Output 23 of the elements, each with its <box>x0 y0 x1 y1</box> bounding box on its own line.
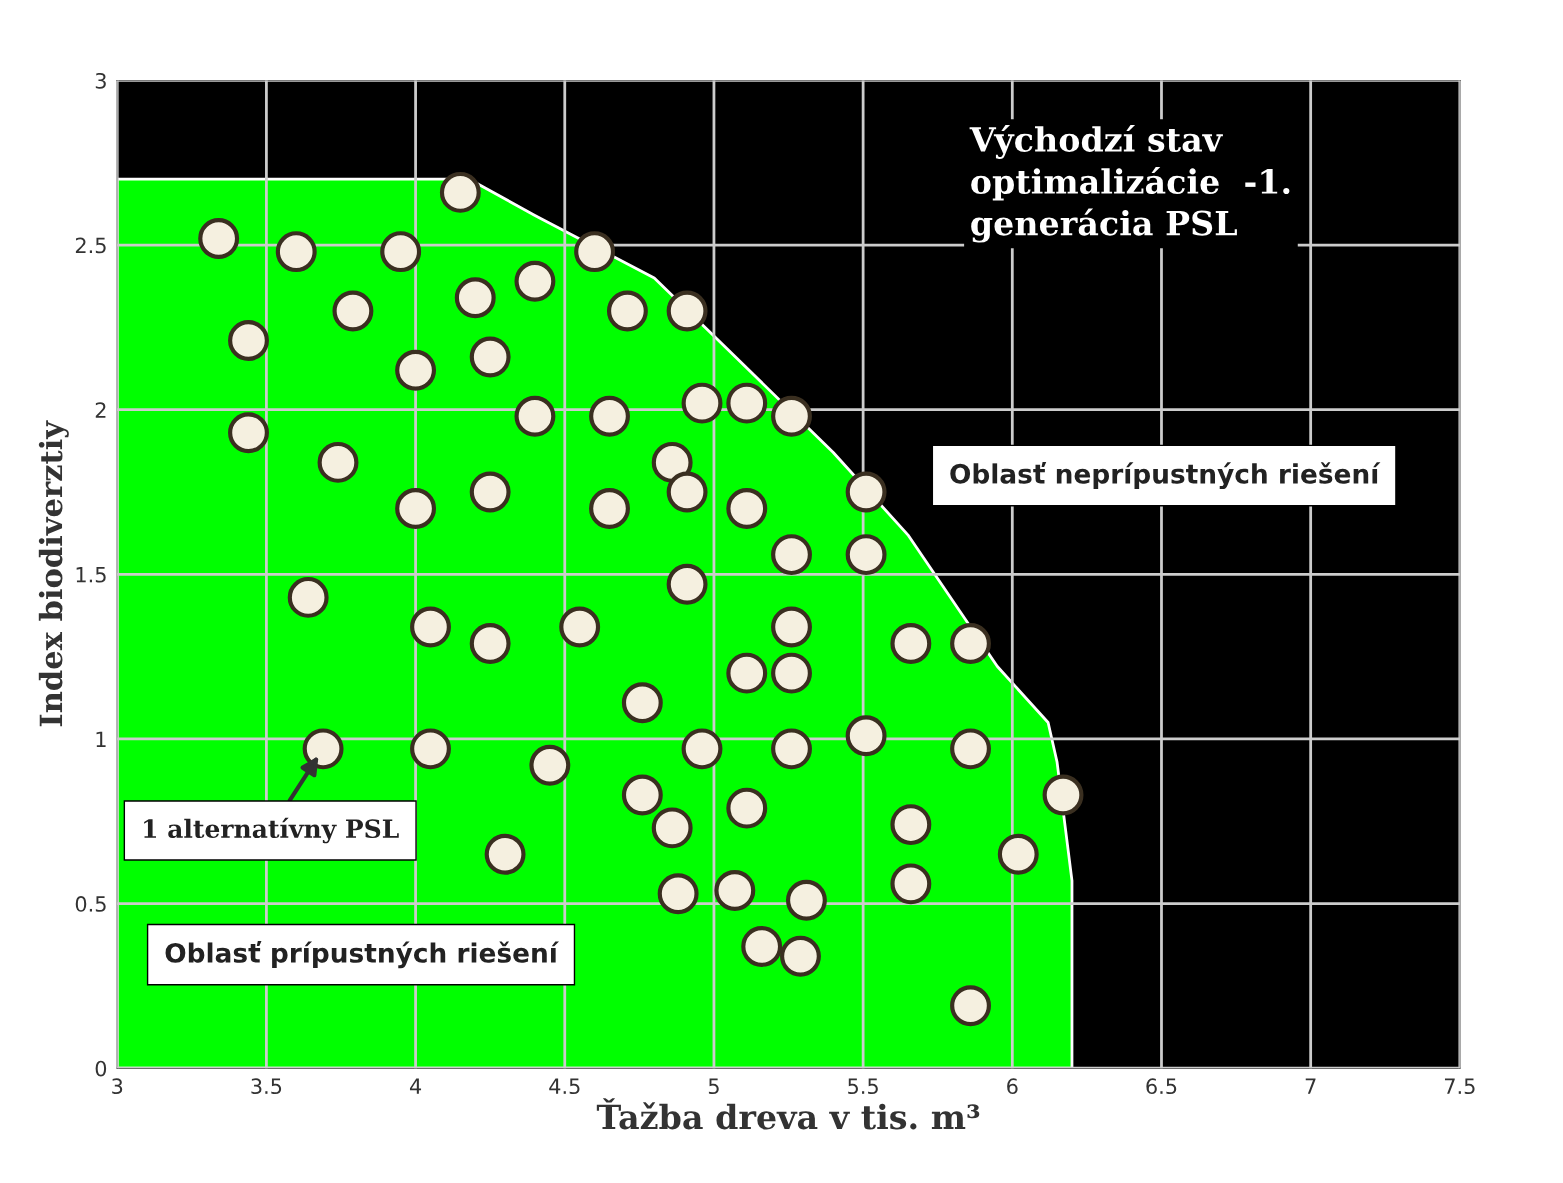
y-tick-label: 1.5 <box>76 567 106 583</box>
x-tick-label: 5.5 <box>848 1078 878 1095</box>
x-tick-label: 6 <box>1007 1078 1018 1095</box>
x-tick-label: 7.5 <box>1444 1078 1475 1095</box>
x-tick-label: 7 <box>1305 1078 1316 1094</box>
x-tick-label: 3.5 <box>251 1078 282 1095</box>
x-tick-label: 5 <box>708 1078 719 1095</box>
y-tick-label: 2 <box>95 402 106 418</box>
y-tick-label: 1 <box>96 731 106 747</box>
annotation: 1 alternatívny PSL <box>144 817 399 844</box>
text: Východzí stav optimalizácie -1. generácia PSL <box>969 124 1290 243</box>
y-tick-label: 0.5 <box>75 896 106 912</box>
y-tick-label: 2.5 <box>75 237 106 254</box>
annotation: Oblasť neprípustných riešení <box>950 462 1381 490</box>
x-axis-title: Ťažba dreva v tis. m³ <box>596 1098 980 1130</box>
x-tick-label: 4 <box>409 1078 422 1094</box>
x-tick-label: 4.5 <box>549 1078 580 1095</box>
annotation: Oblasť prípustných riešení <box>165 941 559 969</box>
y-tick-label: 3 <box>95 72 106 89</box>
y-tick-label: 0 <box>95 1060 107 1077</box>
x-tick-label: 6.5 <box>1146 1078 1177 1095</box>
x-tick-label: 3 <box>112 1078 123 1095</box>
y-axis-title: Index biodiverztiy <box>38 420 69 727</box>
